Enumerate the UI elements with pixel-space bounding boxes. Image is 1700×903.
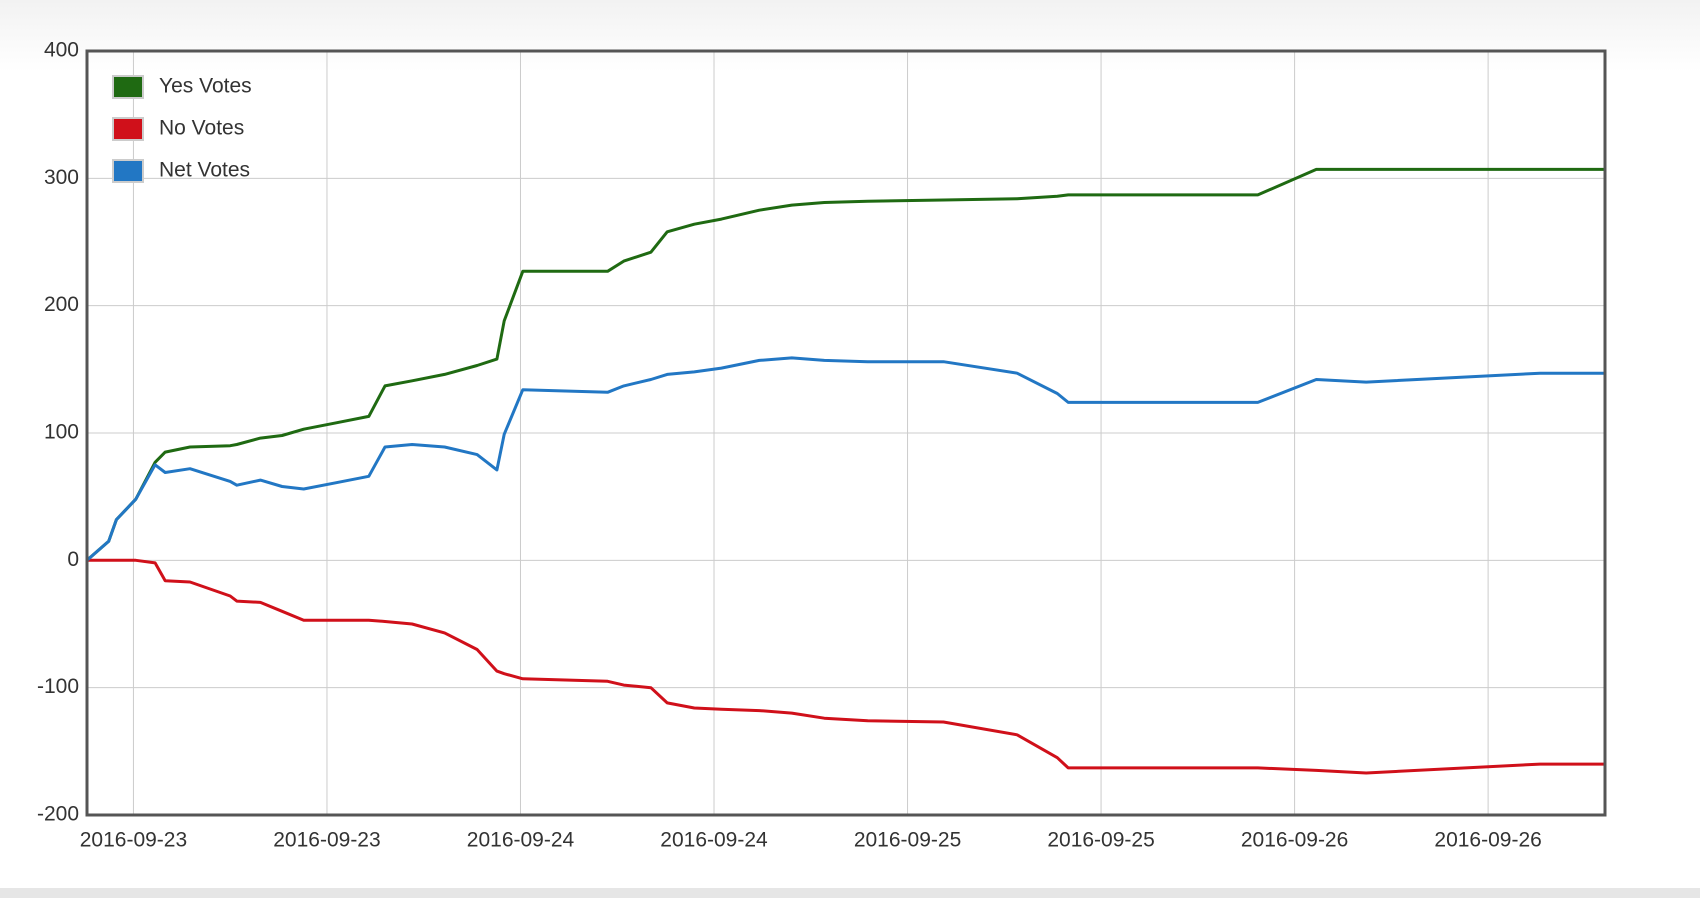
- y-tick-label: 300: [44, 166, 79, 189]
- legend-swatch: [112, 117, 144, 141]
- x-tick-label: 2016-09-26: [1434, 829, 1541, 852]
- x-tick-label: 2016-09-25: [854, 829, 961, 852]
- lines-layer: [86, 167, 1605, 775]
- labels-layer: -200 -100 0 100 200 300 400 2016-09-23 2016-09-2…: [37, 39, 1542, 852]
- legend-label: Yes Votes: [159, 75, 252, 98]
- legend-label: Net Votes: [159, 159, 250, 182]
- y-tick-label: 0: [67, 548, 79, 571]
- legend-swatch: [112, 159, 144, 183]
- x-tick-label: 2016-09-26: [1241, 829, 1348, 852]
- series-line: [87, 558, 1605, 775]
- series-line: [86, 356, 1605, 562]
- series-line: [86, 167, 1605, 562]
- x-tick-label: 2016-09-24: [660, 829, 768, 852]
- y-tick-label: -200: [37, 803, 79, 826]
- x-tick-label: 2016-09-23: [273, 829, 380, 852]
- x-tick-label: 2016-09-25: [1047, 829, 1154, 852]
- bottom-strip: [0, 888, 1700, 898]
- y-tick-label: -100: [37, 675, 79, 698]
- y-tick-label: 100: [44, 421, 79, 444]
- legend-label: No Votes: [159, 117, 244, 140]
- plot-frame: [85, 49, 1607, 817]
- grid-layer: [87, 50, 1605, 816]
- y-tick-label: 400: [44, 39, 79, 62]
- x-tick-label: 2016-09-24: [467, 829, 575, 852]
- legend-swatch: [112, 75, 144, 99]
- y-tick-label: 200: [44, 293, 79, 316]
- legend: Yes Votes No Votes Net Votes: [112, 75, 252, 183]
- x-tick-label: 2016-09-23: [80, 829, 187, 852]
